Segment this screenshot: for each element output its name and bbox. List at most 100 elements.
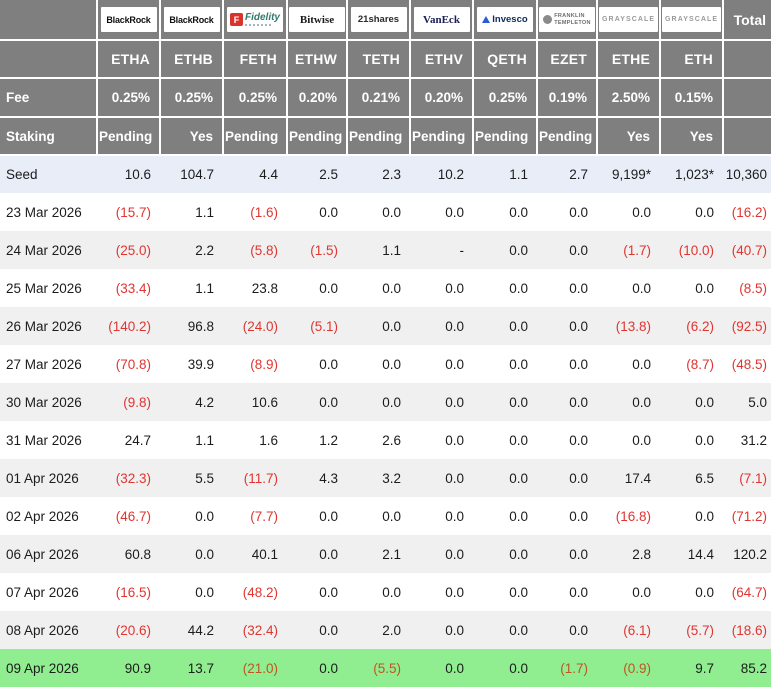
flow-value: 2.1 xyxy=(382,546,401,562)
flow-value: 0.0 xyxy=(632,204,651,220)
flow-value: 1.1 xyxy=(195,432,214,448)
staking-value: Yes xyxy=(160,117,224,156)
ticker-total-spacer xyxy=(723,40,771,79)
flow-value: (20.6) xyxy=(115,622,151,638)
provider-logo-cell: 21shares xyxy=(347,0,411,41)
staking-value: Pending xyxy=(473,117,538,156)
flow-value: 0.0 xyxy=(509,584,528,600)
flow-value: 0.0 xyxy=(695,204,714,220)
flow-value: 13.7 xyxy=(187,660,214,676)
flow-value: 0.0 xyxy=(695,432,714,448)
flow-value: 0.0 xyxy=(569,318,588,334)
flow-value: 0.0 xyxy=(445,280,464,296)
ticker-ETHE: ETHE xyxy=(597,40,661,79)
flow-value: (6.2) xyxy=(686,318,714,334)
bitwise-name: Bitwise xyxy=(299,13,335,26)
row-label: 31 Mar 2026 xyxy=(6,432,82,448)
provider-logo-cell: Invesco xyxy=(473,0,538,41)
flow-value: 0.0 xyxy=(445,508,464,524)
flow-value: (33.4) xyxy=(115,280,151,296)
flow-value: 0.0 xyxy=(445,660,464,676)
flow-value: 0.0 xyxy=(382,204,401,220)
ticker-EZET: EZET xyxy=(537,40,598,79)
blackrock-logo: BlackRock xyxy=(163,7,220,32)
flow-value: 0.0 xyxy=(569,204,588,220)
fidelity-logo: F Fidelity xyxy=(226,7,283,32)
staking-value: Pending xyxy=(287,117,348,156)
franklin-templeton-icon xyxy=(543,15,553,24)
invesco-name: Invesco xyxy=(492,14,528,25)
ticker-ETHV: ETHV xyxy=(410,40,474,79)
flow-value: 39.9 xyxy=(187,356,214,372)
flow-value: 0.0 xyxy=(509,318,528,334)
flow-row: 06 Apr 2026 60.8 0.0 40.1 0.0 2.1 0.0 0.0 0.0 2.8… xyxy=(0,535,771,573)
flow-value: (16.8) xyxy=(615,508,651,524)
grayscale-logo: GRAYSCALE xyxy=(662,7,721,32)
flow-value: 0.0 xyxy=(632,584,651,600)
flow-value: 4.4 xyxy=(259,167,278,182)
fee-value: 0.20% xyxy=(410,78,474,118)
flow-value: 0.0 xyxy=(445,470,464,486)
flow-value: 0.0 xyxy=(695,394,714,410)
flow-value: 104.7 xyxy=(180,167,214,182)
flow-value: (5.7) xyxy=(686,622,714,638)
flow-value: 0.0 xyxy=(695,584,714,600)
flow-value: 24.7 xyxy=(124,432,151,448)
flow-value: (11.7) xyxy=(243,470,278,486)
flow-value: 0.0 xyxy=(445,318,464,334)
flow-row: 02 Apr 2026 (46.7) 0.0 (7.7) 0.0 0.0 0.0 0.0 0.0… xyxy=(0,497,771,535)
flow-value: 0.0 xyxy=(382,356,401,372)
flow-value: (48.2) xyxy=(242,584,278,600)
row-label: 02 Apr 2026 xyxy=(6,508,79,524)
flow-value: 0.0 xyxy=(569,508,588,524)
row-label: 07 Apr 2026 xyxy=(6,584,79,600)
seed-row: Seed 10.6 104.7 4.4 2.5 2.3 10.2 1.1 2.7 9,199* 1,… xyxy=(0,155,771,193)
flow-value: 10.6 xyxy=(251,394,278,410)
blackrock-name: BlackRock xyxy=(106,14,151,25)
flow-value: 0.0 xyxy=(319,546,338,562)
flow-value: (13.8) xyxy=(615,318,651,334)
flow-value: 2.7 xyxy=(569,167,588,182)
flow-value: 0.0 xyxy=(382,280,401,296)
fee-value: 0.21% xyxy=(347,78,411,118)
flow-value: 2.5 xyxy=(319,167,338,182)
flow-value: (1.7) xyxy=(560,660,588,676)
total-value: (64.7) xyxy=(731,584,767,600)
flow-value: (0.9) xyxy=(623,660,651,676)
fee-value: 0.25% xyxy=(473,78,538,118)
flow-value: 0.0 xyxy=(695,508,714,524)
blackrock-name: BlackRock xyxy=(169,14,214,25)
row-label: 09 Apr 2026 xyxy=(6,660,79,676)
flow-value: (9.8) xyxy=(123,394,151,410)
flow-row: 30 Mar 2026 (9.8) 4.2 10.6 0.0 0.0 0.0 0.0 0.0 0.… xyxy=(0,383,771,421)
fidelity-subline xyxy=(244,24,271,26)
flow-value: 0.0 xyxy=(569,622,588,638)
flow-value: (32.4) xyxy=(242,622,278,638)
flow-value: 0.0 xyxy=(509,470,528,486)
total-value: (40.7) xyxy=(731,242,767,258)
flow-value: 0.0 xyxy=(509,394,528,410)
ticker-QETH: QETH xyxy=(473,40,538,79)
row-label: 26 Mar 2026 xyxy=(6,318,82,334)
flow-value: 10.2 xyxy=(437,167,464,182)
flow-value: (25.0) xyxy=(115,242,151,258)
row-label: 30 Mar 2026 xyxy=(6,394,82,410)
fee-total-spacer xyxy=(723,78,771,118)
flow-value: 0.0 xyxy=(382,508,401,524)
ticker-ETH: ETH xyxy=(660,40,724,79)
flow-value: 44.2 xyxy=(187,622,214,638)
ticker-ETHA: ETHA xyxy=(97,40,161,79)
flow-value: 0.0 xyxy=(695,280,714,296)
flow-value: 1.6 xyxy=(259,432,278,448)
flow-value: (15.7) xyxy=(115,204,151,220)
flow-value: 0.0 xyxy=(569,584,588,600)
ticker-row-label xyxy=(0,40,98,79)
flow-value: 17.4 xyxy=(624,470,651,486)
provider-logo-cell: F Fidelity xyxy=(223,0,288,41)
fee-value: 2.50% xyxy=(597,78,661,118)
flow-value: (5.5) xyxy=(373,660,401,676)
flow-value: 0.0 xyxy=(195,508,214,524)
flow-value: 0.0 xyxy=(632,356,651,372)
flow-value: (5.1) xyxy=(310,318,338,334)
